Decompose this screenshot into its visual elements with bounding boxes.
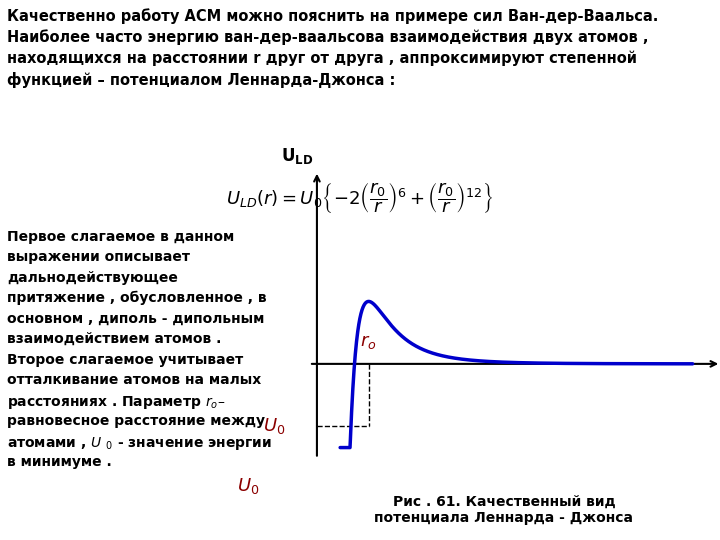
Text: атомами , $U$ $_{0}$ - значение энергии: атомами , $U$ $_{0}$ - значение энергии <box>7 435 272 451</box>
Text: $r_o$: $r_o$ <box>361 333 377 351</box>
Text: в минимуме .: в минимуме . <box>7 455 112 469</box>
Text: дальнодействующее: дальнодействующее <box>7 271 178 285</box>
Text: Рис . 61. Качественный вид
потенциала Леннарда - Джонса: Рис . 61. Качественный вид потенциала Ле… <box>374 495 634 525</box>
Text: $U_0$: $U_0$ <box>237 476 260 496</box>
Text: основном , диполь - дипольным: основном , диполь - дипольным <box>7 312 264 326</box>
Text: $\mathbf{U_{LD}}$: $\mathbf{U_{LD}}$ <box>282 146 314 166</box>
Text: притяжение , обусловленное , в: притяжение , обусловленное , в <box>7 291 267 306</box>
Text: отталкивание атомов на малых: отталкивание атомов на малых <box>7 373 261 387</box>
Text: равновесное расстояние между: равновесное расстояние между <box>7 414 265 428</box>
Text: $U_{LD}(r) = U_0\left\{-2\left(\dfrac{r_0}{r}\right)^{6} + \left(\dfrac{r_0}{r}\: $U_{LD}(r) = U_0\left\{-2\left(\dfrac{r_… <box>226 180 494 214</box>
Text: Качественно работу АСМ можно пояснить на примере сил Ван-дер-Ваальса.
Наиболее ч: Качественно работу АСМ можно пояснить на… <box>7 8 659 88</box>
Text: Первое слагаемое в данном: Первое слагаемое в данном <box>7 230 235 244</box>
Text: Второе слагаемое учитывает: Второе слагаемое учитывает <box>7 353 243 367</box>
Text: расстояниях . Параметр $r_o$–: расстояниях . Параметр $r_o$– <box>7 394 225 410</box>
Text: взаимодействием атомов .: взаимодействием атомов . <box>7 332 222 346</box>
Text: $U_0$: $U_0$ <box>264 416 286 436</box>
Text: выражении описывает: выражении описывает <box>7 250 190 264</box>
